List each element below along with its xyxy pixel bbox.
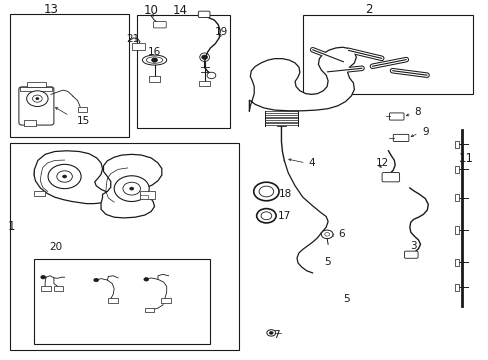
Text: 9: 9 bbox=[421, 127, 428, 137]
Circle shape bbox=[206, 72, 215, 78]
Circle shape bbox=[62, 175, 66, 178]
Text: 10: 10 bbox=[143, 4, 158, 17]
Text: 19: 19 bbox=[214, 27, 227, 37]
Ellipse shape bbox=[142, 55, 166, 65]
FancyBboxPatch shape bbox=[19, 87, 54, 125]
Text: 13: 13 bbox=[43, 3, 58, 16]
Circle shape bbox=[94, 278, 99, 282]
Text: 14: 14 bbox=[172, 4, 187, 17]
Circle shape bbox=[114, 176, 149, 202]
Circle shape bbox=[266, 330, 275, 336]
Bar bbox=[454, 141, 458, 148]
Circle shape bbox=[201, 55, 207, 59]
Text: 4: 4 bbox=[307, 158, 314, 168]
Text: 1: 1 bbox=[7, 220, 15, 233]
Bar bbox=[199, 81, 210, 86]
Bar bbox=[54, 286, 62, 291]
Bar bbox=[78, 107, 87, 112]
Bar bbox=[161, 298, 170, 303]
Text: 21: 21 bbox=[126, 34, 139, 44]
Circle shape bbox=[259, 186, 273, 197]
Circle shape bbox=[48, 165, 81, 189]
Bar bbox=[20, 87, 52, 91]
Polygon shape bbox=[249, 47, 356, 112]
FancyBboxPatch shape bbox=[153, 22, 166, 28]
FancyBboxPatch shape bbox=[404, 251, 417, 258]
Circle shape bbox=[256, 209, 276, 223]
Bar bbox=[10, 14, 129, 137]
Circle shape bbox=[324, 233, 329, 236]
Bar bbox=[454, 284, 458, 291]
Text: 18: 18 bbox=[278, 189, 291, 199]
FancyBboxPatch shape bbox=[388, 113, 403, 120]
Circle shape bbox=[41, 275, 45, 279]
Bar bbox=[136, 15, 229, 128]
Bar bbox=[10, 143, 238, 350]
Text: 15: 15 bbox=[76, 116, 89, 126]
Ellipse shape bbox=[146, 57, 163, 63]
Circle shape bbox=[151, 58, 157, 62]
FancyBboxPatch shape bbox=[198, 11, 209, 18]
Bar bbox=[454, 194, 458, 202]
Text: 16: 16 bbox=[148, 46, 161, 57]
Circle shape bbox=[261, 212, 271, 220]
Circle shape bbox=[122, 182, 140, 195]
Circle shape bbox=[253, 182, 279, 201]
Text: 3: 3 bbox=[409, 241, 416, 251]
Circle shape bbox=[143, 278, 148, 281]
Bar bbox=[131, 43, 145, 50]
FancyBboxPatch shape bbox=[381, 172, 399, 182]
Text: 5: 5 bbox=[343, 294, 349, 303]
Circle shape bbox=[321, 230, 332, 239]
Bar bbox=[108, 298, 118, 303]
Circle shape bbox=[32, 95, 42, 102]
Polygon shape bbox=[101, 154, 162, 218]
Bar bbox=[34, 191, 45, 197]
FancyBboxPatch shape bbox=[392, 134, 408, 141]
Ellipse shape bbox=[200, 53, 209, 62]
Bar bbox=[454, 226, 458, 234]
Bar bbox=[27, 82, 46, 87]
Bar bbox=[454, 258, 458, 266]
Bar bbox=[41, 287, 51, 292]
Text: 8: 8 bbox=[413, 107, 420, 117]
Circle shape bbox=[36, 98, 39, 100]
Circle shape bbox=[27, 91, 48, 107]
Text: 20: 20 bbox=[49, 242, 62, 252]
Text: 5: 5 bbox=[323, 257, 330, 267]
Text: 17: 17 bbox=[278, 211, 291, 221]
Text: 7: 7 bbox=[273, 330, 279, 341]
Circle shape bbox=[57, 171, 72, 182]
Circle shape bbox=[129, 187, 133, 190]
Bar bbox=[140, 191, 155, 199]
Bar bbox=[302, 15, 472, 94]
Bar bbox=[34, 258, 210, 344]
Text: 12: 12 bbox=[375, 158, 388, 168]
Polygon shape bbox=[34, 151, 109, 204]
Bar bbox=[145, 308, 154, 312]
Bar bbox=[24, 120, 36, 126]
Bar bbox=[148, 76, 160, 81]
Bar bbox=[140, 195, 148, 199]
Text: 6: 6 bbox=[338, 229, 345, 239]
Text: 11: 11 bbox=[458, 152, 473, 165]
Text: 2: 2 bbox=[365, 3, 372, 16]
Circle shape bbox=[269, 332, 273, 334]
Bar bbox=[454, 166, 458, 173]
